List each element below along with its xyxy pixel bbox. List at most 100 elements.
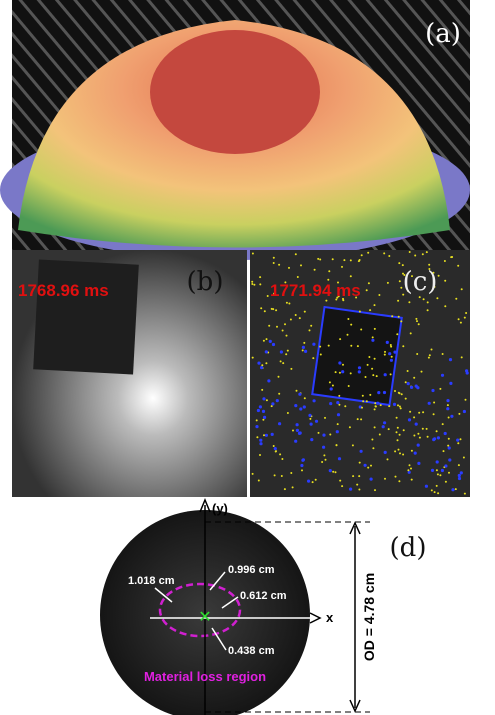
- tracer-dot: [438, 275, 440, 277]
- tracer-dot: [350, 259, 352, 261]
- tracer-dot: [369, 309, 371, 311]
- tracer-dot: [297, 276, 299, 278]
- tracer-dot: [256, 436, 258, 438]
- tracer-dot: [259, 454, 261, 456]
- tracer-dot: [417, 462, 420, 465]
- tracer-dot: [352, 444, 354, 446]
- tracer-dot: [360, 418, 362, 420]
- tracer-dot: [308, 414, 311, 417]
- panel-b: 1768.96 ms (b): [12, 250, 247, 497]
- tracer-dot: [448, 417, 450, 419]
- tracer-dot: [384, 354, 386, 356]
- tracer-dot: [268, 325, 270, 327]
- figure: (a) 1768.96 ms (b) 1771.94 ms (c) x (y) …: [0, 0, 495, 715]
- tracer-dot: [295, 314, 297, 316]
- tracer-dot: [365, 376, 367, 378]
- tracer-dot: [328, 270, 330, 272]
- tracer-dot: [367, 467, 369, 469]
- tracer-dot: [269, 340, 272, 343]
- tracer-dot: [378, 294, 380, 296]
- tracer-dot: [405, 398, 407, 400]
- tracer-dot: [368, 282, 370, 284]
- tracer-dot: [458, 477, 461, 480]
- tracer-dot: [347, 318, 349, 320]
- tracer-dot: [339, 480, 341, 482]
- tracer-dot: [298, 393, 301, 396]
- tracer-dot: [464, 317, 466, 319]
- tracer-dot: [382, 425, 385, 428]
- tracer-dot: [407, 469, 409, 471]
- tracer-dot: [312, 357, 314, 359]
- timestamp: 1771.94 ms: [270, 281, 361, 300]
- tracer-dot: [461, 288, 463, 290]
- tracer-dot: [384, 351, 386, 353]
- tracer-dot: [374, 304, 376, 306]
- tracer-dot: [375, 405, 377, 407]
- tracer-dot: [400, 320, 402, 322]
- tracer-dot: [281, 458, 283, 460]
- y-axis-label: (y): [212, 501, 228, 516]
- tracer-dot: [425, 485, 428, 488]
- tracer-dot: [366, 400, 368, 402]
- tracer-dot: [288, 267, 290, 269]
- tracer-dot: [349, 488, 352, 491]
- tracer-dot: [403, 429, 405, 431]
- tracer-dot: [374, 489, 376, 491]
- tracer-dot: [282, 330, 284, 332]
- tracer-dot: [458, 474, 461, 477]
- tracer-dot: [302, 346, 305, 349]
- tracer-dot: [371, 368, 373, 370]
- tracer-dot: [335, 471, 337, 473]
- tracer-dot: [431, 469, 434, 472]
- tracer-dot: [271, 433, 274, 436]
- tracer-dot: [256, 419, 258, 421]
- tracer-dot: [339, 372, 341, 374]
- tracer-dot: [399, 434, 401, 436]
- tracer-dot: [253, 284, 255, 286]
- tracer-dot: [416, 353, 418, 355]
- panel-label: (d): [390, 533, 427, 563]
- tracer-dot: [395, 476, 397, 478]
- tracer-dot: [287, 412, 289, 414]
- tracer-dot: [410, 386, 413, 389]
- tracer-dot: [257, 362, 260, 365]
- tracer-dot: [342, 364, 344, 366]
- tracer-dot: [428, 264, 430, 266]
- tracer-dot: [329, 402, 332, 405]
- tracer-dot: [290, 319, 292, 321]
- tracer-dot: [409, 411, 411, 413]
- tracer-dot: [413, 416, 415, 418]
- tracer-dot: [299, 317, 301, 319]
- tracer-dot: [336, 430, 339, 433]
- tracer-dot: [439, 474, 441, 476]
- tracer-dot: [276, 399, 279, 402]
- tracer-dot: [391, 356, 393, 358]
- timestamp: 1768.96 ms: [18, 281, 109, 300]
- tracer-dot: [273, 257, 275, 259]
- tracer-dot: [393, 403, 396, 406]
- tracer-dot: [374, 402, 376, 404]
- tracer-dot: [359, 462, 361, 464]
- tracer-dot: [286, 335, 288, 337]
- tracer-dot: [272, 343, 275, 346]
- tracer-dot: [371, 439, 373, 441]
- tracer-dot: [298, 432, 301, 435]
- tracer-dot: [413, 435, 415, 437]
- tracer-dot: [374, 328, 376, 330]
- tracer-dot: [300, 464, 303, 467]
- tracer-dot: [460, 471, 463, 474]
- tracer-dot: [338, 457, 341, 460]
- od-label: OD = 4.78 cm: [361, 573, 377, 661]
- tracer-dot: [398, 392, 400, 394]
- tracer-dot: [433, 413, 435, 415]
- tracer-dot: [370, 478, 373, 481]
- tracer-dot: [263, 340, 265, 342]
- tracer-dot: [417, 433, 419, 435]
- tracer-dot: [367, 364, 369, 366]
- tracer-dot: [431, 389, 434, 392]
- tracer-dot: [262, 419, 264, 421]
- tracer-dot: [447, 445, 449, 447]
- tracer-dot: [347, 334, 349, 336]
- tracer-dot: [302, 349, 304, 351]
- tracer-dot: [367, 252, 369, 254]
